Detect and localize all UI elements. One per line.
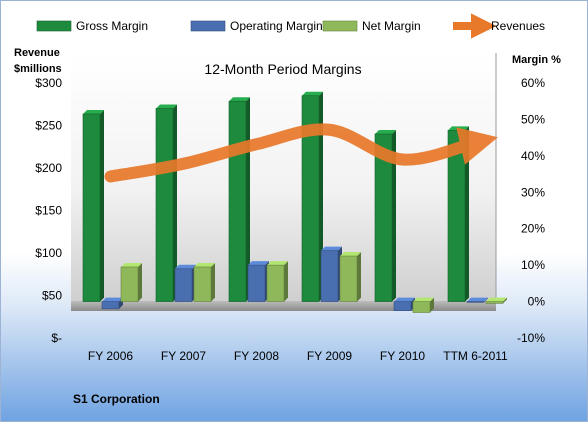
right-tick-label: 40% (521, 149, 545, 163)
legend-item: Gross Margin (36, 19, 148, 33)
left-axis-title-line1: Revenue (14, 47, 60, 59)
category-label: FY 2007 (161, 349, 206, 363)
left-tick-label: $- (51, 331, 62, 345)
right-axis-title: Margin % (512, 54, 561, 66)
category-label: TTM 6-2011 (443, 349, 508, 363)
left-tick-label: $100 (35, 246, 62, 260)
plot-floor (71, 301, 496, 311)
bar-net-margin (339, 252, 361, 302)
legend-swatch (322, 20, 358, 32)
left-tick-label: $250 (35, 119, 62, 133)
right-tick-label: 20% (521, 222, 545, 236)
legend: Gross Margin Operating Margin Net Margin Re… (36, 13, 545, 39)
left-tick-label: $150 (35, 204, 62, 218)
footer-company: S1 Corporation (73, 392, 160, 406)
bar-net-margin (412, 297, 434, 313)
bar-gross-margin (301, 91, 323, 302)
category-label: FY 2010 (380, 349, 425, 363)
right-tick-label: 50% (521, 112, 545, 126)
legend-label: Revenues (491, 19, 545, 33)
legend-item: Net Margin (322, 19, 421, 33)
right-tick-label: -10% (517, 331, 545, 345)
bar-gross-margin (374, 130, 396, 302)
bar-gross-margin (228, 97, 250, 302)
bar-gross-margin (155, 104, 177, 302)
revenue-line-layer (104, 123, 498, 183)
bar-operating-margin (466, 297, 488, 303)
category-label: FY 2009 (307, 349, 352, 363)
legend-label: Operating Margin (230, 19, 323, 33)
legend-label: Gross Margin (76, 19, 148, 33)
bar-operating-margin (320, 246, 342, 302)
right-axis-ticks: -10% 0% 10% 20% 30% 40% 50% 60% (517, 76, 545, 345)
bar-net-margin (193, 262, 215, 302)
bar-gross-margin (447, 126, 469, 302)
left-axis-ticks: $- $50 $100 $150 $200 $250 $300 (35, 76, 62, 345)
legend-label: Net Margin (362, 19, 421, 33)
bar-operating-margin (393, 297, 415, 311)
right-tick-label: 60% (521, 76, 545, 90)
right-tick-label: 0% (528, 295, 546, 309)
left-axis-title-line2: $millions (14, 63, 62, 75)
revenue-line (104, 123, 498, 183)
bar-net-margin (266, 261, 288, 302)
legend-item: Operating Margin (190, 19, 323, 33)
bar-net-margin (120, 262, 142, 302)
bar-operating-margin (174, 264, 196, 302)
left-tick-label: $300 (35, 76, 62, 90)
legend-swatch (190, 20, 226, 32)
right-tick-label: 30% (521, 185, 545, 199)
category-label: FY 2008 (234, 349, 279, 363)
left-tick-label: $200 (35, 161, 62, 175)
right-tick-label: 10% (521, 258, 545, 272)
left-tick-label: $50 (42, 289, 62, 303)
bar-net-margin (485, 297, 507, 304)
chart-title: 12-Month Period Margins (204, 61, 361, 77)
bar-gross-margin (82, 109, 104, 302)
legend-item: Revenues (453, 13, 545, 39)
bar-operating-margin (101, 297, 123, 310)
category-label: FY 2006 (88, 349, 133, 363)
bar-operating-margin (247, 261, 269, 302)
category-labels: FY 2006 FY 2007 FY 2008 FY 2009 FY 2010 TTM 6… (88, 349, 508, 363)
legend-swatch (36, 20, 72, 32)
